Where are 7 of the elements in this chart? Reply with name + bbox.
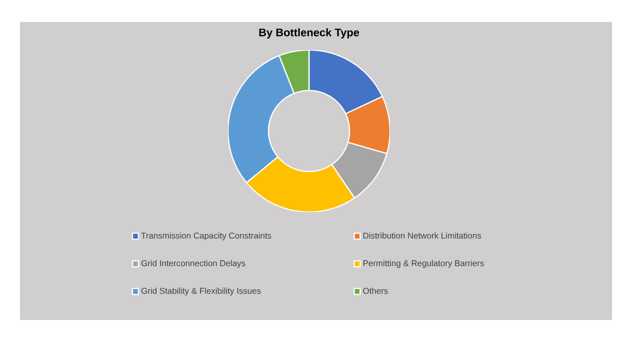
legend-label: Grid Interconnection Delays <box>141 260 246 268</box>
legend-label: Transmission Capacity Constraints <box>141 232 272 240</box>
legend-label: Distribution Network Limitations <box>363 232 482 239</box>
legend-label: Permitting & Regulatory Barriers <box>363 260 484 268</box>
legend-label: Grid Stability & Flexibility Issues <box>141 288 261 296</box>
legend-label: Others <box>363 288 388 294</box>
chart-title: By Bottleneck Type <box>259 28 360 38</box>
